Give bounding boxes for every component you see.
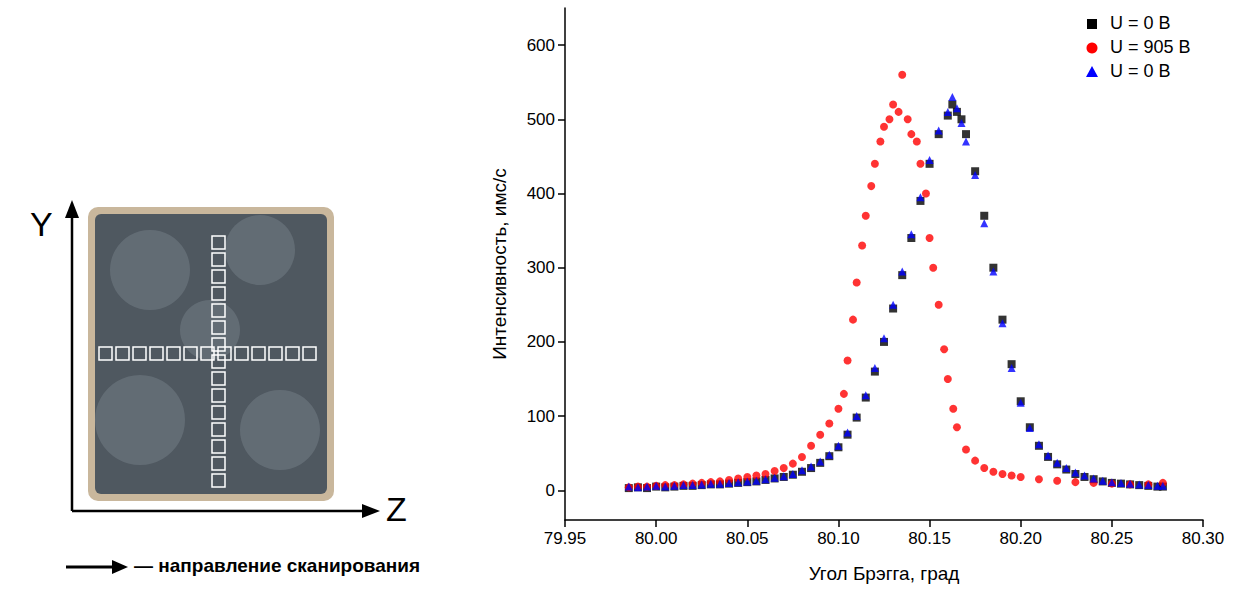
svg-text:600: 600 [527,36,555,55]
svg-text:Интенсивность, имс/с: Интенсивность, имс/с [489,168,510,360]
svg-text:80.15: 80.15 [908,529,951,548]
svg-text:— направление сканирования: — направление сканирования [134,555,420,576]
svg-text:80.20: 80.20 [999,529,1042,548]
svg-text:Z: Z [386,490,407,528]
svg-text:100: 100 [527,407,555,426]
svg-text:80.25: 80.25 [1091,529,1134,548]
svg-text:80.30: 80.30 [1182,529,1225,548]
svg-text:79.95: 79.95 [544,529,587,548]
svg-text:0: 0 [546,481,555,500]
svg-text:Угол Брэгга, град: Угол Брэгга, град [809,563,960,584]
svg-text:U = 0 В: U = 0 В [1110,13,1171,33]
svg-text:200: 200 [527,332,555,351]
svg-text:300: 300 [527,258,555,277]
svg-text:400: 400 [527,184,555,203]
svg-text:Y: Y [30,205,53,243]
svg-text:500: 500 [527,110,555,129]
svg-text:80.10: 80.10 [817,529,860,548]
svg-text:80.00: 80.00 [635,529,678,548]
svg-text:U = 0 В: U = 0 В [1110,61,1171,81]
svg-text:80.05: 80.05 [726,529,769,548]
svg-text:U = 905 В: U = 905 В [1110,37,1191,57]
